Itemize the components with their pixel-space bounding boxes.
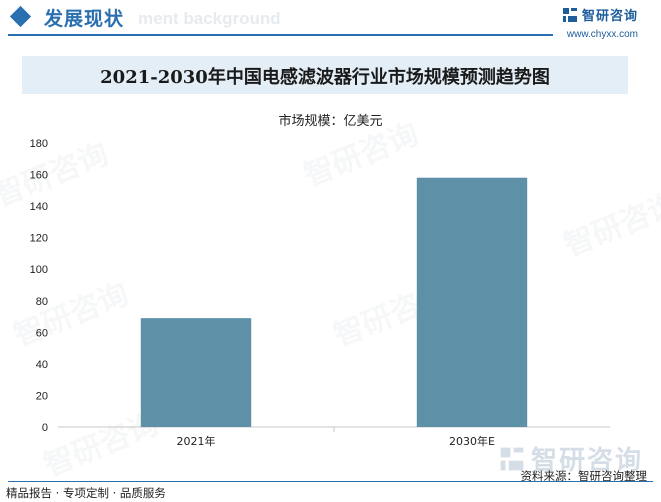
y-tick-label: 0 bbox=[42, 422, 48, 434]
footer-divider bbox=[8, 481, 653, 482]
brand: 智研咨询 bbox=[562, 5, 638, 24]
x-tick-label: 2030年E bbox=[449, 434, 495, 448]
diamond-icon bbox=[9, 5, 32, 28]
footer-watermark: 智研咨询 bbox=[499, 440, 643, 477]
unit-label: 市场规模：亿美元 bbox=[278, 114, 383, 129]
chart-title-band: 2021-2030年中国电感滤波器行业市场规模预测趋势图 bbox=[22, 56, 628, 94]
x-tick-label: 2021年 bbox=[177, 434, 216, 448]
header-divider bbox=[8, 34, 553, 36]
brand-logo-icon bbox=[562, 7, 577, 22]
bar-chart: 0 20 40 60 80 100 120 140 160 180 2021年 2030年E bbox=[30, 138, 610, 448]
y-tick-label: 40 bbox=[36, 359, 48, 371]
section-subtitle: ment background bbox=[138, 9, 281, 28]
footer-tagline: 精品报告 · 专项定制 · 品质服务 bbox=[6, 486, 166, 500]
bar bbox=[416, 177, 528, 427]
brand-url: www.chyxx.com bbox=[566, 29, 638, 40]
brand-name: 智研咨询 bbox=[581, 9, 638, 24]
footer-watermark-text: 智研咨询 bbox=[530, 446, 643, 476]
section-title: 发展现状 bbox=[44, 8, 125, 30]
y-tick-label: 100 bbox=[30, 264, 48, 276]
bar bbox=[140, 318, 252, 427]
y-tick-label: 180 bbox=[30, 138, 48, 150]
y-tick-label: 140 bbox=[30, 201, 48, 213]
y-tick-label: 160 bbox=[30, 170, 48, 182]
page-header: 发展现状 ment background 智研咨询 www.chyxx.com bbox=[0, 0, 661, 40]
chart-title: 2021-2030年中国电感滤波器行业市场规模预测趋势图 bbox=[100, 67, 550, 88]
brand-logo-icon bbox=[500, 447, 524, 470]
y-tick-label: 60 bbox=[36, 327, 48, 339]
y-tick-label: 20 bbox=[36, 390, 48, 402]
source-note: 资料来源：智研咨询整理 bbox=[520, 469, 648, 483]
y-tick-label: 120 bbox=[30, 233, 48, 245]
y-tick-label: 80 bbox=[36, 296, 48, 308]
